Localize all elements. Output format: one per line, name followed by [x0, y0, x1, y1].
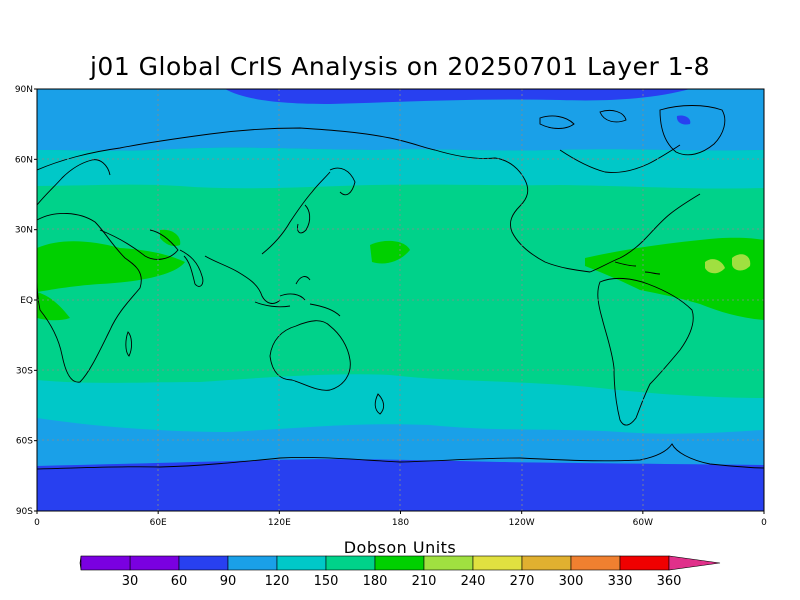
lon-tick-label: 0 — [34, 518, 40, 528]
colorbar-label: 180 — [363, 574, 388, 589]
map-grid — [37, 89, 764, 511]
colorbar-segment — [521, 555, 572, 571]
longitude-axis: 0 60E 120E 180 120W 60W 0 — [34, 511, 767, 528]
colorbar-title: Dobson Units — [344, 538, 457, 557]
lat-tick-label: 30S — [16, 366, 33, 376]
lat-tick-label: EQ — [20, 296, 33, 306]
lat-tick-label: 60S — [16, 437, 33, 447]
colorbar-segment — [472, 555, 523, 571]
ozone-field — [37, 89, 764, 511]
colorbar-segment — [227, 555, 278, 571]
colorbar-label: 240 — [461, 574, 486, 589]
coastlines — [37, 105, 764, 470]
colorbar-segment — [80, 555, 131, 571]
colorbar-label: 120 — [265, 574, 290, 589]
colorbar-label: 360 — [657, 574, 682, 589]
lat-tick-label: 60N — [15, 155, 33, 165]
colorbar-segment — [423, 555, 474, 571]
colorbar-label: 150 — [314, 574, 339, 589]
colorbar-label: 30 — [122, 574, 139, 589]
colorbar-segment — [619, 555, 670, 571]
colorbar-label: 300 — [559, 574, 584, 589]
lon-tick-label: 120W — [509, 518, 535, 528]
colorbar-segment — [570, 555, 621, 571]
colorbar-segment — [276, 555, 327, 571]
colorbar-label: 90 — [220, 574, 237, 589]
lon-tick-label: 60W — [633, 518, 653, 528]
colorbar-label: 60 — [171, 574, 188, 589]
colorbar-segment — [178, 555, 229, 571]
map-title: j01 Global CrIS Analysis on 20250701 Lay… — [89, 52, 711, 81]
colorbar-label: 210 — [412, 574, 437, 589]
lon-tick-label: 60E — [150, 518, 167, 528]
colorbar-segment — [129, 555, 180, 571]
lat-tick-label: 90N — [15, 85, 33, 95]
latitude-axis: 90N 60N 30N EQ 30S 60S 90S — [15, 85, 37, 517]
lon-tick-label: 120E — [268, 518, 291, 528]
lat-tick-label: 90S — [16, 507, 33, 517]
colorbar-arrow-high — [668, 555, 721, 571]
lon-tick-label: 180 — [392, 518, 409, 528]
colorbar-segment — [325, 555, 376, 571]
colorbar-label: 330 — [608, 574, 633, 589]
colorbar-label: 270 — [510, 574, 535, 589]
colorbar-segment — [374, 555, 425, 571]
lon-tick-label: 0 — [761, 518, 767, 528]
colorbar: 30 60 90 120 150 180 210 240 270 300 330 360 — [79, 555, 721, 589]
lat-tick-label: 30N — [15, 226, 33, 236]
